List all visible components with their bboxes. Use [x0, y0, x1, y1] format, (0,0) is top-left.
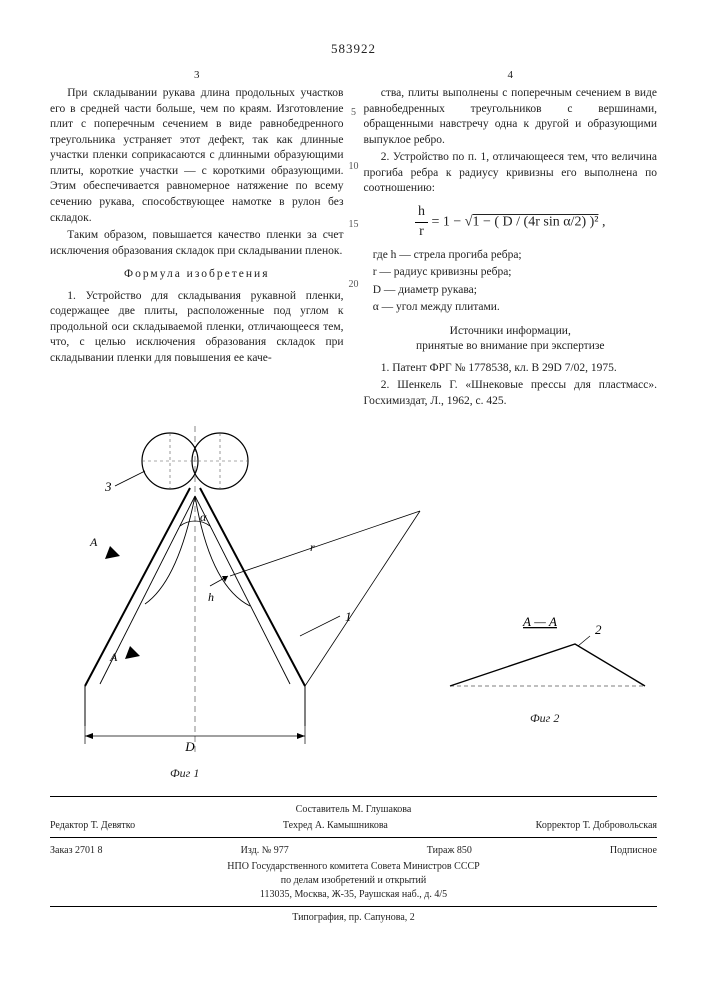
footer: Составитель М. Глушакова Редактор Т. Дев… [50, 796, 657, 925]
line-number: 20 [349, 278, 359, 292]
source-item: 2. Шенкель Г. «Шнековые прессы для пласт… [364, 378, 658, 409]
footer-sign: Подписное [610, 844, 657, 858]
column-number: 3 [50, 68, 344, 83]
fig1-section-A-left: А [89, 535, 98, 549]
footer-compiler: Составитель М. Глушакова [50, 803, 657, 817]
claim-text: 1. Устройство для складывания рукавной п… [50, 289, 344, 367]
footer-izd: Изд. № 977 [241, 844, 289, 858]
footer-editor: Редактор Т. Девятко [50, 819, 135, 833]
line-number: 15 [349, 218, 359, 232]
source-item: 1. Патент ФРГ № 1778538, кл. B 29D 7/02,… [364, 361, 658, 377]
where-line: r — радиус кривизны ребра; [387, 265, 658, 281]
formula-numerator: h [415, 203, 428, 223]
paragraph: ства, плиты выполнены с поперечным сечен… [364, 86, 658, 148]
footer-tirage: Тираж 850 [427, 844, 472, 858]
right-column: 4 ства, плиты выполнены с поперечным сеч… [364, 68, 658, 412]
footer-printer: Типография, пр. Сапунова, 2 [50, 911, 657, 925]
fig1-r: r [310, 540, 315, 554]
fig2-caption: Фиг 2 [530, 710, 559, 726]
figures-svg: 3 α h [50, 426, 657, 786]
page: 583922 5 10 15 20 3 При складывании рука… [0, 0, 707, 1000]
where-line: где h — стрела прогиба ребра; [387, 248, 658, 264]
paragraph: Таким образом, повышается качество пленк… [50, 228, 344, 259]
line-number: 5 [351, 106, 356, 120]
formula-radicand: 1 − ( D / (4r sin α/2) )² [473, 215, 599, 230]
paragraph: При складывании рукава длина продольных … [50, 86, 344, 226]
patent-number: 583922 [50, 40, 657, 58]
footer-corrector: Корректор Т. Добровольская [536, 819, 657, 833]
column-number: 4 [364, 68, 658, 83]
fig1-label-1: 1 [345, 609, 352, 624]
formula-eq: = 1 − √ [432, 215, 473, 230]
where-line: α — угол между плитами. [387, 300, 658, 316]
fig1-h: h [208, 590, 214, 604]
figures-area: 3 α h [50, 426, 657, 786]
footer-org1: НПО Государственного комитета Совета Мин… [50, 860, 657, 874]
line-number: 10 [349, 160, 359, 174]
figure-2: А — А 2 [450, 614, 645, 686]
fig2-section-label: А — А [522, 614, 557, 629]
footer-order: Заказ 2701 8 [50, 844, 103, 858]
claim-text: 2. Устройство по п. 1, отличающееся тем,… [364, 150, 658, 197]
where-line: D — диаметр рукава; [387, 283, 658, 299]
formula-denominator: r [415, 223, 428, 242]
sources-title: Источники информации, принятые во вниман… [364, 324, 658, 355]
text-columns: 5 10 15 20 3 При складывании рукава длин… [50, 68, 657, 412]
footer-tech: Техред А. Камышникова [283, 819, 388, 833]
footer-org2: по делам изобретений и открытий [50, 874, 657, 888]
fig1-D: D [184, 739, 195, 754]
figure-1: 3 α h [85, 426, 420, 756]
fig2-label-2: 2 [595, 622, 602, 637]
claims-title: Формула изобретения [50, 267, 344, 283]
left-column: 3 При складывании рукава длина продольны… [50, 68, 344, 412]
formula: h r = 1 − √1 − ( D / (4r sin α/2) )² , [364, 203, 658, 242]
fig1-caption: Фиг 1 [170, 765, 199, 781]
fig1-section-A-bottom: А [109, 650, 118, 664]
footer-addr: 113035, Москва, Ж-35, Раушская наб., д. … [50, 888, 657, 902]
fig1-label-3: 3 [104, 479, 112, 494]
fig1-alpha: α [200, 510, 207, 524]
